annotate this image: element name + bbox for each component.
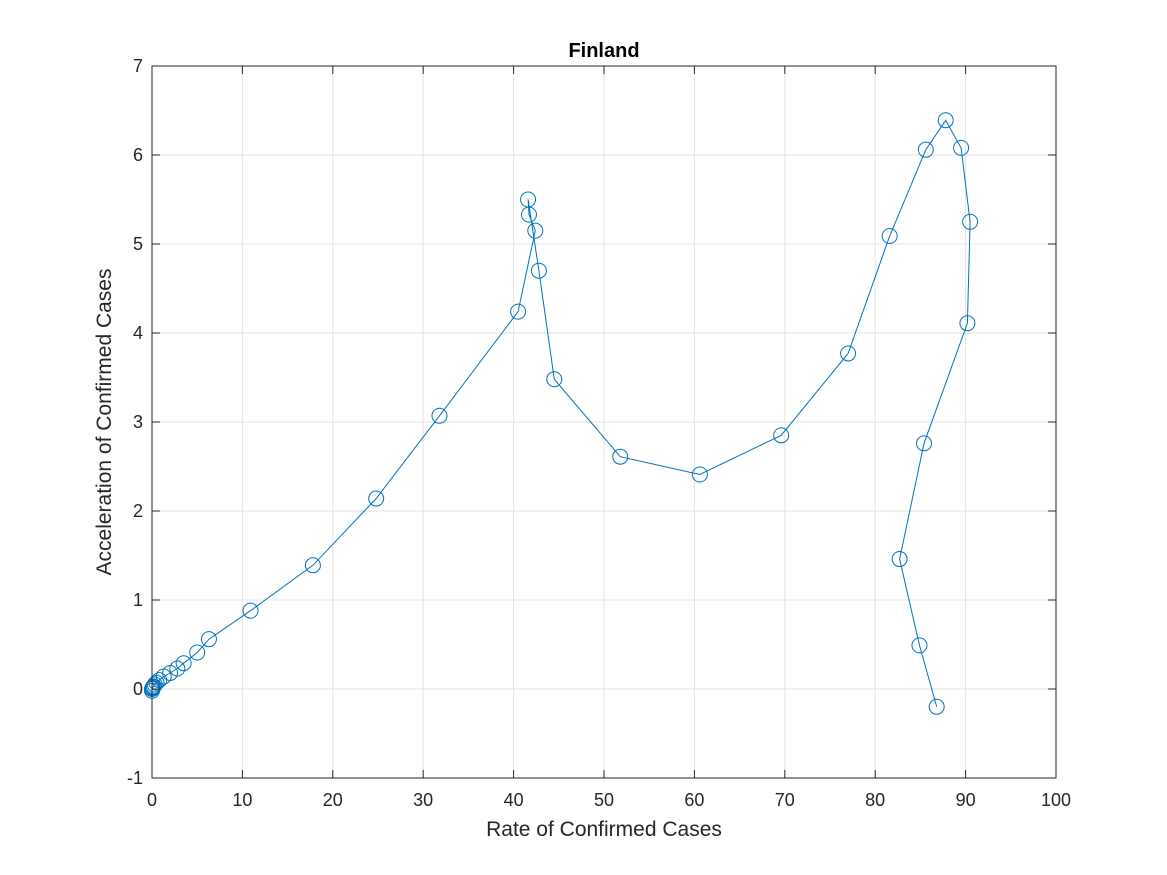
data-point <box>200 631 217 648</box>
y-tick-label: -1 <box>127 768 143 788</box>
data-point <box>691 466 708 483</box>
data-point <box>169 660 186 677</box>
chart-title: Finland <box>568 40 639 62</box>
data-point <box>773 427 790 444</box>
data-layer <box>144 112 979 715</box>
y-tick-label: 0 <box>133 679 143 699</box>
data-point <box>916 435 933 452</box>
y-axis-label: Acceleration of Confirmed Cases <box>93 269 116 576</box>
data-point <box>530 262 547 279</box>
y-tick-label: 6 <box>133 145 143 165</box>
data-point <box>953 139 970 156</box>
y-tick-label: 4 <box>133 323 143 343</box>
y-tick-label: 2 <box>133 501 143 521</box>
x-tick-label: 10 <box>232 790 252 810</box>
data-point <box>891 551 908 568</box>
y-tick-label: 7 <box>133 56 143 76</box>
x-tick-label: 20 <box>323 790 343 810</box>
data-point <box>146 676 163 693</box>
data-point <box>928 698 945 715</box>
data-point <box>510 303 527 320</box>
data-point <box>881 227 898 244</box>
data-point <box>175 655 192 672</box>
x-tick-label: 40 <box>504 790 524 810</box>
x-tick-label: 100 <box>1041 790 1071 810</box>
data-point <box>937 112 954 129</box>
data-point <box>368 490 385 507</box>
data-point <box>189 644 206 661</box>
x-axis-label: Rate of Confirmed Cases <box>486 818 722 841</box>
data-point <box>527 222 544 239</box>
y-tick-label: 3 <box>133 412 143 432</box>
data-point <box>911 637 928 654</box>
data-point <box>304 557 321 574</box>
data-point <box>840 345 857 362</box>
data-point <box>917 141 934 158</box>
data-point <box>959 315 976 332</box>
x-tick-label: 60 <box>684 790 704 810</box>
x-tick-label: 50 <box>594 790 614 810</box>
x-tick-label: 90 <box>956 790 976 810</box>
x-tick-label: 30 <box>413 790 433 810</box>
data-point <box>612 448 629 465</box>
data-point <box>145 678 162 695</box>
data-point <box>546 371 563 388</box>
y-tick-label: 5 <box>133 234 143 254</box>
y-tick-label: 1 <box>133 590 143 610</box>
data-point <box>962 213 979 230</box>
data-point <box>431 407 448 424</box>
x-tick-label: 70 <box>775 790 795 810</box>
x-tick-label: 0 <box>147 790 157 810</box>
x-tick-label: 80 <box>865 790 885 810</box>
data-point <box>520 191 537 208</box>
data-point <box>242 602 259 619</box>
